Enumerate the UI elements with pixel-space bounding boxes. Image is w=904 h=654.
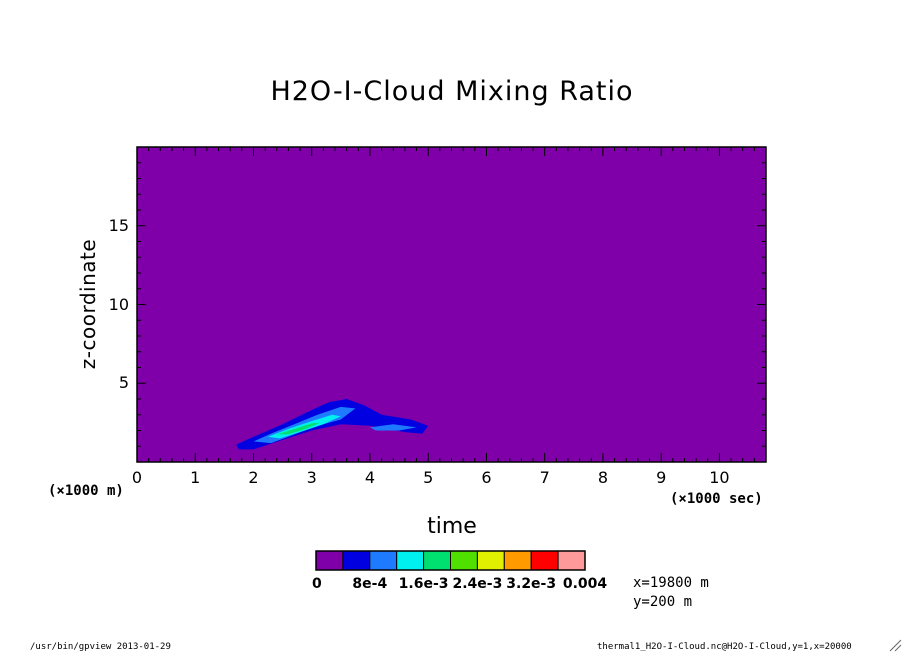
contour-region-2	[370, 424, 417, 431]
colorbar-swatch	[342, 550, 371, 571]
x-tick-label: 9	[656, 468, 667, 487]
colorbar-swatch	[530, 550, 559, 571]
colorbar-label: 8e-4	[352, 576, 388, 592]
x-position-info: x=19800 m	[633, 575, 709, 591]
colorbar-swatch	[557, 550, 586, 571]
colorbar-frame	[315, 550, 586, 571]
y-tick-label: 5	[118, 373, 129, 393]
y-tick-label: 10	[108, 294, 129, 314]
colorbar-swatch	[450, 550, 478, 571]
y-axis-unit: (×1000 m)	[48, 483, 124, 499]
x-tick-label: 5	[423, 468, 434, 487]
colorbar-swatch	[315, 550, 344, 571]
x-tick-label: 8	[597, 468, 609, 487]
colorbar-swatch	[476, 550, 505, 571]
x-tick-label: 0	[131, 468, 143, 487]
x-tick-label: 1	[190, 468, 201, 487]
chart-title: H2O-I-Cloud Mixing Ratio	[270, 76, 634, 107]
contour-region-4	[276, 422, 321, 435]
resize-grip-icon	[889, 639, 902, 652]
field-background	[137, 147, 766, 462]
x-tick-label: 6	[481, 468, 492, 487]
colorbar-label: 3.2e-3	[506, 576, 557, 592]
y-position-info: y=200 m	[633, 594, 693, 610]
x-tick-label: 10	[709, 468, 730, 487]
x-axis-unit: (×1000 sec)	[670, 491, 763, 507]
colorbar-swatch	[369, 550, 398, 571]
colorbar-label: 2.4e-3	[452, 576, 503, 592]
x-axis-label: time	[427, 514, 477, 539]
colorbar-label: 0.004	[562, 576, 608, 592]
x-tick-label: 7	[539, 468, 550, 487]
y-tick-label: 15	[108, 215, 129, 235]
footer-left: /usr/bin/gpview 2013-01-29	[30, 642, 171, 652]
x-tick-label: 2	[248, 468, 259, 487]
x-tick-label: 4	[364, 468, 376, 487]
colorbar-swatch	[503, 550, 532, 571]
x-tick-label: 3	[306, 468, 317, 487]
footer-right: thermal1_H2O-I-Cloud.nc@H2O-I-Cloud,y=1,…	[597, 642, 852, 652]
colorbar-swatch	[396, 550, 425, 571]
colorbar-label: 1.6e-3	[398, 576, 449, 592]
colorbar-swatch	[423, 550, 452, 571]
colorbar-label: 0	[312, 576, 322, 592]
